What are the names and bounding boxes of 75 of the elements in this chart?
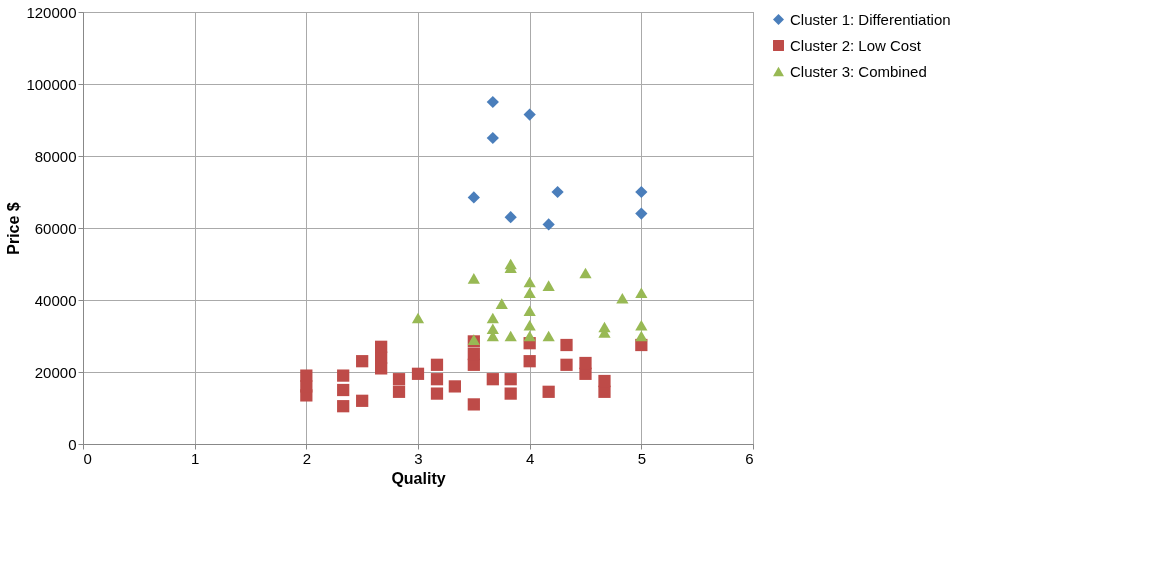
point xyxy=(337,383,350,397)
point xyxy=(523,287,536,299)
y-tick-label: 80000 xyxy=(34,147,77,165)
point xyxy=(635,287,648,299)
point xyxy=(523,330,536,342)
point xyxy=(635,185,648,199)
point xyxy=(635,330,648,342)
point xyxy=(579,367,592,380)
x-tick-label: 3 xyxy=(414,449,423,467)
point xyxy=(300,369,313,382)
x-axis-title: Quality xyxy=(391,469,446,487)
point xyxy=(337,369,350,382)
point xyxy=(411,367,425,380)
y-tick-label: 60000 xyxy=(34,219,77,237)
point xyxy=(337,400,350,413)
point xyxy=(635,207,648,220)
point xyxy=(430,387,444,400)
point xyxy=(448,380,461,393)
point xyxy=(598,321,611,333)
y-tick-label: 0 xyxy=(68,435,77,453)
point xyxy=(392,373,406,386)
y-tick-label: 20000 xyxy=(34,363,77,381)
point xyxy=(356,394,369,407)
point xyxy=(504,373,517,386)
legend-label: Cluster 3: Combined xyxy=(790,62,927,80)
y-tick-label: 120000 xyxy=(26,3,77,21)
point xyxy=(504,387,517,400)
y-tick-label: 40000 xyxy=(34,291,77,309)
y-axis-title: Price $ xyxy=(5,202,23,255)
point xyxy=(579,267,592,279)
point xyxy=(542,280,555,291)
point xyxy=(504,330,517,342)
x-tick-label: 4 xyxy=(525,449,535,467)
point xyxy=(504,211,517,224)
point xyxy=(504,258,517,270)
point xyxy=(467,398,480,411)
point xyxy=(486,95,499,109)
x-tick-label: 0 xyxy=(83,449,92,467)
legend-label: Cluster 2: Low Cost xyxy=(790,36,922,54)
point xyxy=(411,312,425,324)
point xyxy=(542,330,555,342)
x-tick-label: 6 xyxy=(745,449,754,467)
point xyxy=(467,191,480,204)
point xyxy=(486,373,499,386)
point xyxy=(523,319,536,331)
point xyxy=(375,340,388,353)
point xyxy=(560,358,573,371)
point xyxy=(430,358,444,371)
point xyxy=(635,319,648,331)
point xyxy=(542,385,555,398)
point xyxy=(560,338,573,352)
point xyxy=(486,323,499,335)
legend-label: Cluster 1: Differentiation xyxy=(790,10,951,28)
point xyxy=(598,385,611,398)
point xyxy=(616,292,629,304)
point xyxy=(579,356,592,370)
x-tick-label: 2 xyxy=(302,449,312,467)
point xyxy=(486,131,499,145)
point xyxy=(495,298,508,309)
point xyxy=(523,108,536,121)
point xyxy=(598,374,611,388)
x-tick-label: 5 xyxy=(637,449,647,467)
x-tick-label: 1 xyxy=(190,449,200,467)
point xyxy=(523,276,536,288)
point xyxy=(467,347,480,361)
point xyxy=(523,355,536,368)
point xyxy=(356,355,369,368)
point xyxy=(430,373,444,386)
point xyxy=(523,305,536,317)
point xyxy=(486,312,499,324)
point xyxy=(392,385,406,398)
y-tick-label: 100000 xyxy=(26,75,77,93)
point xyxy=(467,273,480,284)
point xyxy=(551,185,564,199)
point xyxy=(542,218,555,231)
